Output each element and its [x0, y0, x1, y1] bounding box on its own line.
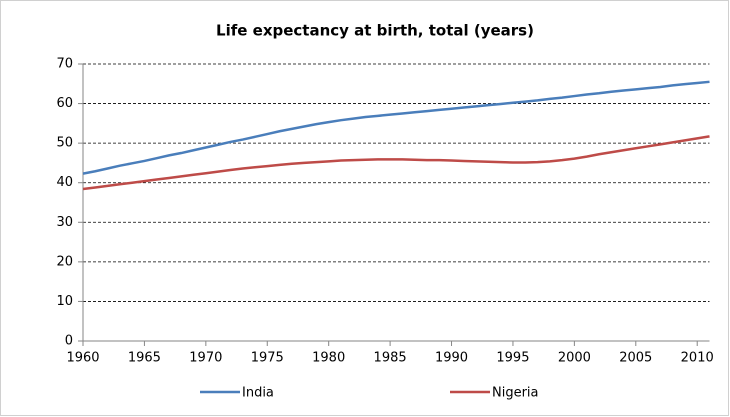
- x-tick-label: 1965: [128, 351, 161, 366]
- y-tick-label: 40: [56, 175, 73, 190]
- legend-label: India: [242, 386, 274, 401]
- x-tick-label: 1985: [374, 351, 407, 366]
- y-tick-label: 0: [65, 334, 73, 349]
- x-tick-label: 2005: [619, 351, 652, 366]
- y-tick-label: 20: [56, 254, 73, 269]
- series-line: [82, 80, 710, 175]
- y-tick-label: 60: [56, 96, 73, 111]
- x-tick-label: 1970: [189, 351, 222, 366]
- x-tick-label: 2000: [558, 351, 591, 366]
- x-tick-label: 1990: [435, 351, 468, 366]
- x-tick-label: 1980: [312, 351, 345, 366]
- y-tick-label: 10: [56, 294, 73, 309]
- y-tick-label: 30: [56, 215, 73, 230]
- x-tick-label: 1995: [496, 351, 529, 366]
- x-tick-label: 2010: [681, 351, 714, 366]
- series-line: [82, 135, 710, 191]
- y-tick-label: 50: [56, 136, 73, 151]
- x-tick-label: 1960: [66, 351, 99, 366]
- chart-title: Life expectancy at birth, total (years): [216, 22, 534, 40]
- x-tick-label: 1975: [251, 351, 284, 366]
- legend-label: Nigeria: [492, 386, 539, 401]
- y-tick-label: 70: [56, 57, 73, 72]
